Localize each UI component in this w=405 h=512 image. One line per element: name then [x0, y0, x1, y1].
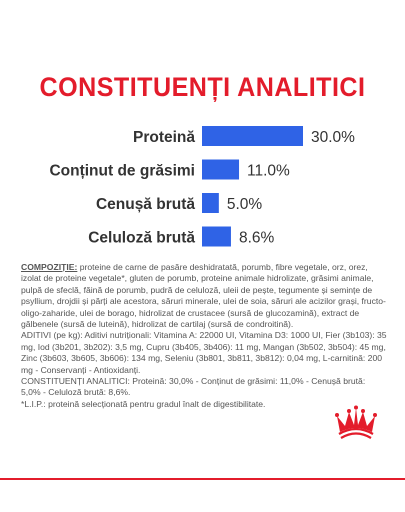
bar-chart: Proteină 30.0% Conținut de grăsimi 11.0% Cen…: [49, 126, 355, 247]
bar: [202, 193, 219, 213]
category-label: Cenușă brută: [96, 196, 195, 213]
bottom-accent-line: [0, 478, 405, 480]
bar: [202, 159, 240, 180]
value-label: 30.0%: [311, 129, 355, 146]
crown-logo-icon: [335, 405, 377, 439]
bar: [202, 126, 303, 146]
value-label: 11.0%: [247, 163, 290, 180]
value-label: 5.0%: [227, 196, 263, 213]
chart-title: CONSTITUENȚI ANALITICI: [39, 72, 366, 102]
composition-lead: COMPOZIȚIE:: [21, 262, 78, 272]
composition-body: proteine de carne de pasăre deshidratată…: [21, 262, 387, 409]
bar: [202, 226, 231, 247]
composition-text: COMPOZIȚIE: proteine de carne de pasăre …: [21, 262, 387, 410]
category-label: Proteină: [133, 129, 195, 146]
category-label: Celuloză brută: [88, 230, 195, 247]
value-label: 8.6%: [239, 230, 275, 247]
category-label: Conținut de grăsimi: [49, 163, 195, 180]
